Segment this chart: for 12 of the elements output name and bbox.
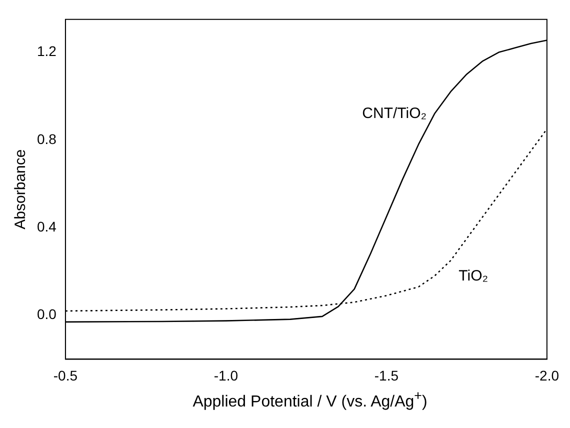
annotation: CNT/TiO₂	[362, 104, 427, 122]
x-tick-label: -1.5	[374, 367, 399, 384]
x-tick-label: -0.5	[53, 367, 78, 384]
annotation: TiO₂	[458, 268, 488, 285]
x-axis-title: Applied Potential / V (vs. Ag/Ag$^{+}$)	[192, 388, 428, 412]
y-tick-label: 0.8	[36, 130, 57, 147]
y-axis-title: Absorbance	[12, 149, 30, 230]
y-tick-label: 0.4	[36, 218, 57, 235]
x-tick-label: -1.0	[214, 367, 238, 384]
y-tick-label: 1.2	[36, 43, 57, 60]
x-tick-label: -2.0	[534, 367, 560, 384]
y-tick-label: 0.0	[36, 306, 57, 322]
